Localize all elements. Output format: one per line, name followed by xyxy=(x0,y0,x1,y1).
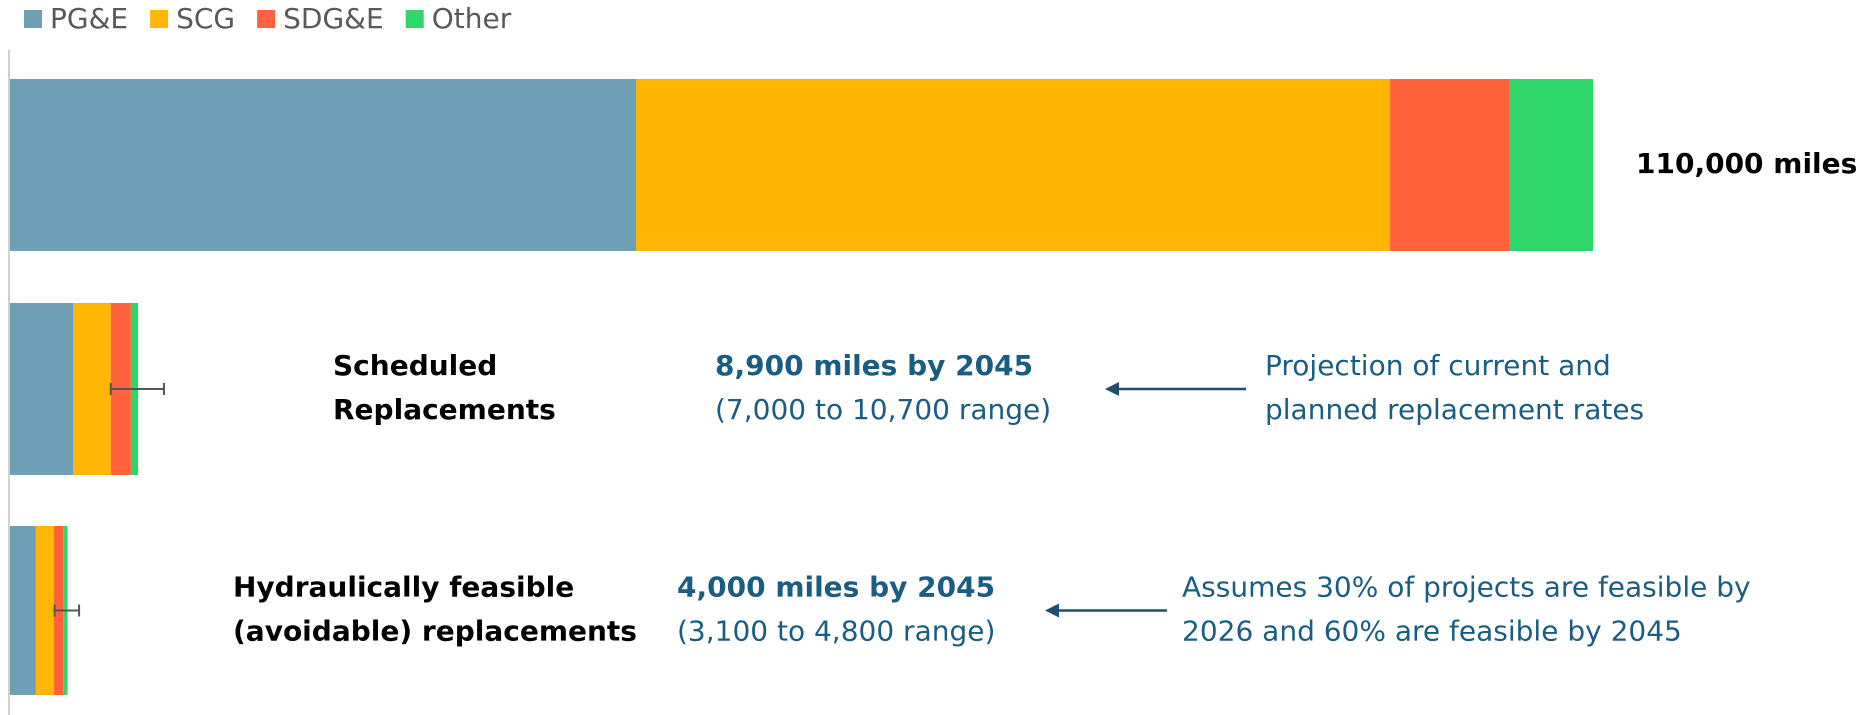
range-label: (7,000 to 10,700 range) xyxy=(715,393,1051,426)
legend-label: Other xyxy=(432,2,512,35)
bar-segment xyxy=(10,526,36,695)
arrow-head xyxy=(1045,603,1059,618)
bar-segment xyxy=(1509,79,1593,251)
legend-swatch xyxy=(405,10,424,28)
legend-label: SDG&E xyxy=(283,2,384,35)
bar-segment xyxy=(10,79,637,251)
range-label: (3,100 to 4,800 range) xyxy=(677,615,995,648)
legend-swatch xyxy=(24,10,42,28)
bar-segment xyxy=(10,303,74,475)
bar-segment xyxy=(1390,79,1510,251)
legend-label: SCG xyxy=(176,2,235,35)
category-label: (avoidable) replacements xyxy=(233,615,637,648)
total-label: 110,000 miles xyxy=(1636,147,1857,180)
note: planned replacement rates xyxy=(1265,393,1644,426)
total-label: 8,900 miles by 2045 xyxy=(715,349,1033,382)
legend-swatch xyxy=(150,10,169,28)
bar-segment xyxy=(636,79,1391,251)
bar-segment xyxy=(35,526,54,695)
bar-segment xyxy=(73,303,111,475)
note: Assumes 30% of projects are feasible by xyxy=(1182,571,1751,604)
category-label: Hydraulically feasible xyxy=(233,571,574,604)
category-label: Scheduled xyxy=(333,349,497,382)
legend-swatch xyxy=(257,10,276,28)
note: 2026 and 60% are feasible by 2045 xyxy=(1182,615,1682,648)
arrow-head xyxy=(1105,382,1119,396)
category-label: Replacements xyxy=(333,393,556,426)
note: Projection of current and xyxy=(1265,349,1611,382)
total-label: 4,000 miles by 2045 xyxy=(677,571,995,604)
legend-label: PG&E xyxy=(50,2,128,35)
